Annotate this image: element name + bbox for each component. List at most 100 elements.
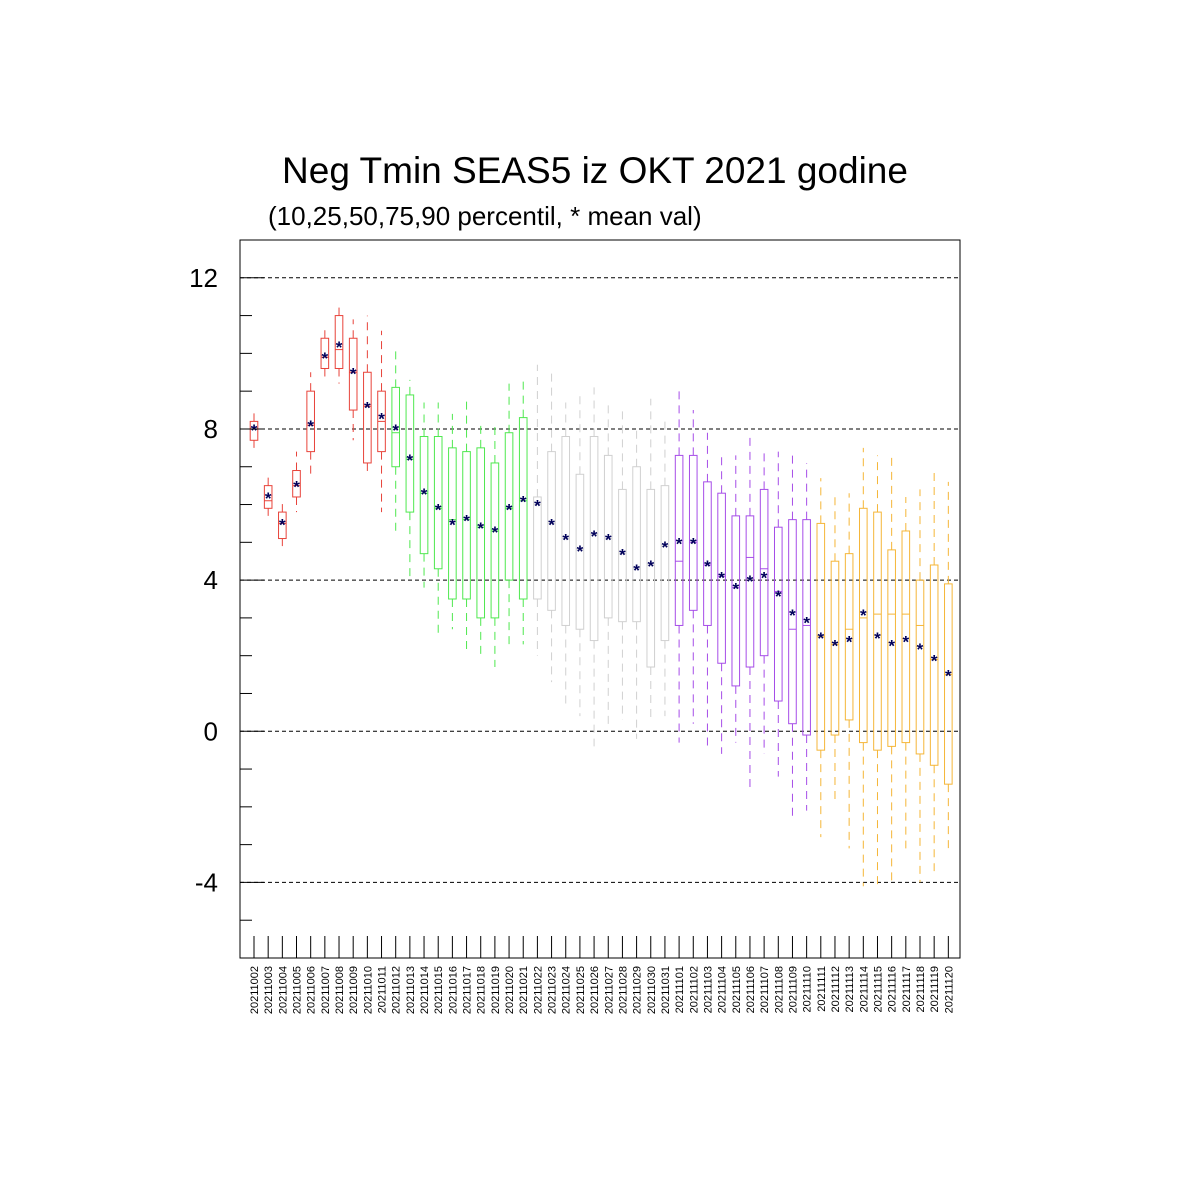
gridlines	[240, 277, 960, 883]
mean-marker: *	[605, 531, 612, 550]
box-iqr	[802, 519, 811, 736]
mean-marker: *	[917, 640, 924, 659]
box-iqr	[660, 485, 670, 642]
mean-marker: *	[619, 546, 626, 565]
box-20211104	[717, 451, 726, 754]
box-iqr	[306, 390, 315, 453]
box-iqr	[533, 496, 542, 600]
y-tick-label: 4	[204, 565, 218, 595]
box-iqr	[603, 454, 613, 619]
box-20211103	[703, 432, 712, 751]
box-20211016	[448, 413, 457, 630]
box-iqr	[703, 481, 712, 626]
x-tick-label: 20211007	[320, 966, 332, 1014]
x-tick-label: 20211004	[277, 966, 289, 1014]
mean-marker: *	[293, 478, 300, 497]
x-tick-label: 20211108	[773, 966, 785, 1013]
mean-marker: *	[860, 606, 867, 625]
x-tick-label: 20211106	[745, 966, 757, 1013]
box-20211106	[745, 432, 755, 792]
box-20211006	[306, 372, 315, 475]
box-20211023	[547, 372, 556, 683]
x-tick-label: 20211112	[830, 966, 842, 1013]
box-20211011	[377, 330, 386, 513]
box-20211116	[887, 455, 896, 887]
x-tick-label: 20211006	[306, 966, 318, 1014]
mean-marker: *	[449, 515, 456, 534]
x-tick-label: 20211026	[589, 966, 601, 1014]
x-tick-label: 20211115	[872, 966, 884, 1013]
box-iqr	[944, 583, 953, 785]
mean-marker: *	[874, 629, 881, 648]
x-tick-label: 20211117	[901, 966, 913, 1013]
mean-marker: *	[747, 572, 754, 591]
box-20211029	[632, 428, 641, 739]
box-20211025	[575, 394, 585, 717]
box-20211110	[802, 462, 811, 811]
x-tick-label: 20211031	[660, 966, 672, 1014]
x-tick-label: 20211116	[887, 966, 899, 1013]
mean-marker: *	[435, 500, 442, 519]
box-iqr	[476, 447, 486, 619]
x-tick-label: 20211103	[702, 966, 714, 1013]
x-tick-label: 20211015	[433, 966, 445, 1014]
box-iqr	[618, 488, 627, 623]
box-iqr	[278, 511, 287, 540]
mean-marker: *	[662, 538, 669, 557]
x-tick-label: 20211016	[447, 966, 459, 1014]
box-20211115	[873, 455, 882, 887]
mean-marker: *	[350, 364, 357, 383]
x-tick-label: 20211022	[532, 966, 544, 1014]
box-20211018	[476, 421, 486, 660]
mean-marker: *	[265, 489, 272, 508]
mean-marker: *	[378, 410, 385, 429]
x-tick-label: 20211120	[943, 966, 955, 1013]
box-iqr	[320, 337, 330, 369]
box-20211108	[773, 451, 783, 777]
box-iqr	[348, 337, 358, 411]
box-iqr	[490, 462, 500, 619]
box-20211101	[674, 387, 684, 743]
mean-marker: *	[789, 606, 796, 625]
x-tick-label: 20211010	[362, 966, 374, 1014]
box-20211012	[391, 345, 400, 531]
box-iqr	[575, 473, 585, 630]
mean-marker: *	[633, 561, 640, 580]
mean-marker: *	[903, 633, 910, 652]
box-iqr	[717, 492, 726, 664]
box-iqr	[759, 488, 769, 657]
box-20211008	[334, 304, 344, 384]
box-20211119	[929, 470, 939, 872]
mean-marker: *	[832, 636, 839, 655]
x-tick-label: 20211011	[377, 966, 389, 1013]
box-iqr	[830, 560, 840, 736]
x-tick-label: 20211025	[575, 966, 587, 1014]
box-iqr	[419, 436, 429, 555]
box-iqr	[391, 386, 400, 468]
mean-marker: *	[322, 349, 329, 368]
mean-marker: *	[704, 557, 711, 576]
box-iqr	[901, 530, 911, 744]
mean-marker: *	[520, 493, 527, 512]
x-tick-label: 20211028	[617, 966, 629, 1014]
box-iqr	[632, 466, 641, 623]
x-tick-label: 20211023	[547, 966, 559, 1014]
box-iqr	[646, 488, 656, 668]
mean-marker: *	[676, 534, 683, 553]
box-20211120	[944, 481, 953, 849]
x-tick-label: 20211018	[476, 966, 488, 1014]
mean-marker: *	[307, 417, 314, 436]
mean-marker: *	[534, 497, 541, 516]
mean-marker: *	[407, 451, 414, 470]
mean-marker: *	[803, 614, 810, 633]
boxes-layer	[249, 304, 953, 887]
mean-marker: *	[775, 587, 782, 606]
box-iqr	[334, 315, 344, 369]
mean-marker: *	[562, 531, 569, 550]
box-20211031	[660, 421, 670, 717]
mean-marker: *	[336, 338, 343, 357]
box-20211022	[533, 364, 542, 656]
mean-marker: *	[421, 485, 428, 504]
box-iqr	[504, 432, 514, 581]
box-iqr	[433, 436, 443, 570]
